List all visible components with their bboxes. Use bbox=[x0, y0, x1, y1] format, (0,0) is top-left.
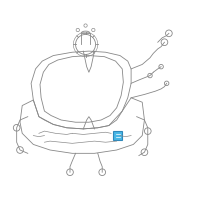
FancyBboxPatch shape bbox=[113, 131, 122, 140]
